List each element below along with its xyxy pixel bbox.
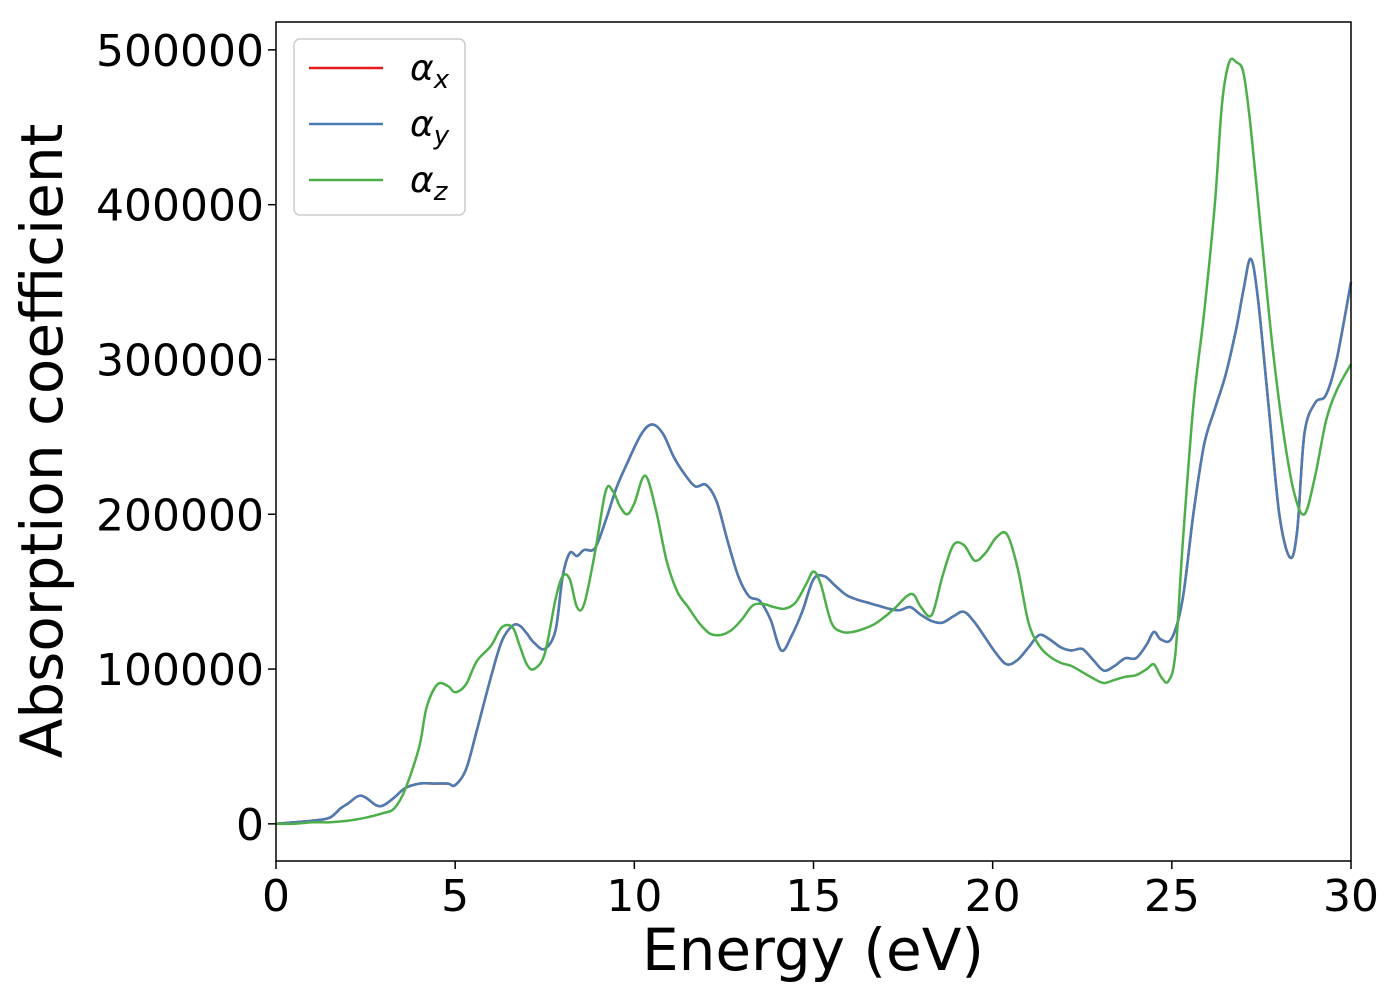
x-axis: 0 5 10 15 20 25 30	[262, 861, 1379, 922]
x-axis-title: Energy (eV)	[642, 916, 984, 984]
y-tick-label: 200000	[96, 490, 264, 541]
series-line-z	[275, 57, 1353, 826]
x-tick-label: 0	[262, 871, 290, 922]
x-tick-label: 5	[441, 871, 469, 922]
legend-frame	[293, 38, 466, 216]
x-tick-label: 30	[1323, 871, 1379, 922]
y-tick-label: 0	[236, 800, 264, 851]
y-tick-label: 100000	[96, 645, 264, 696]
y-tick-label: 400000	[96, 181, 264, 232]
y-axis: 0 100000 200000 300000 400000 500000	[96, 26, 276, 851]
y-tick-label: 300000	[96, 335, 264, 386]
y-axis-title: Absorption coefficient	[8, 124, 76, 759]
y-tick-label: 500000	[96, 26, 264, 77]
x-tick-label: 25	[1144, 871, 1200, 922]
series-line-y	[275, 257, 1353, 826]
plot-lines	[275, 57, 1353, 826]
x-tick-label: 20	[965, 871, 1021, 922]
x-tick-label: 10	[606, 871, 662, 922]
x-tick-label: 15	[786, 871, 842, 922]
